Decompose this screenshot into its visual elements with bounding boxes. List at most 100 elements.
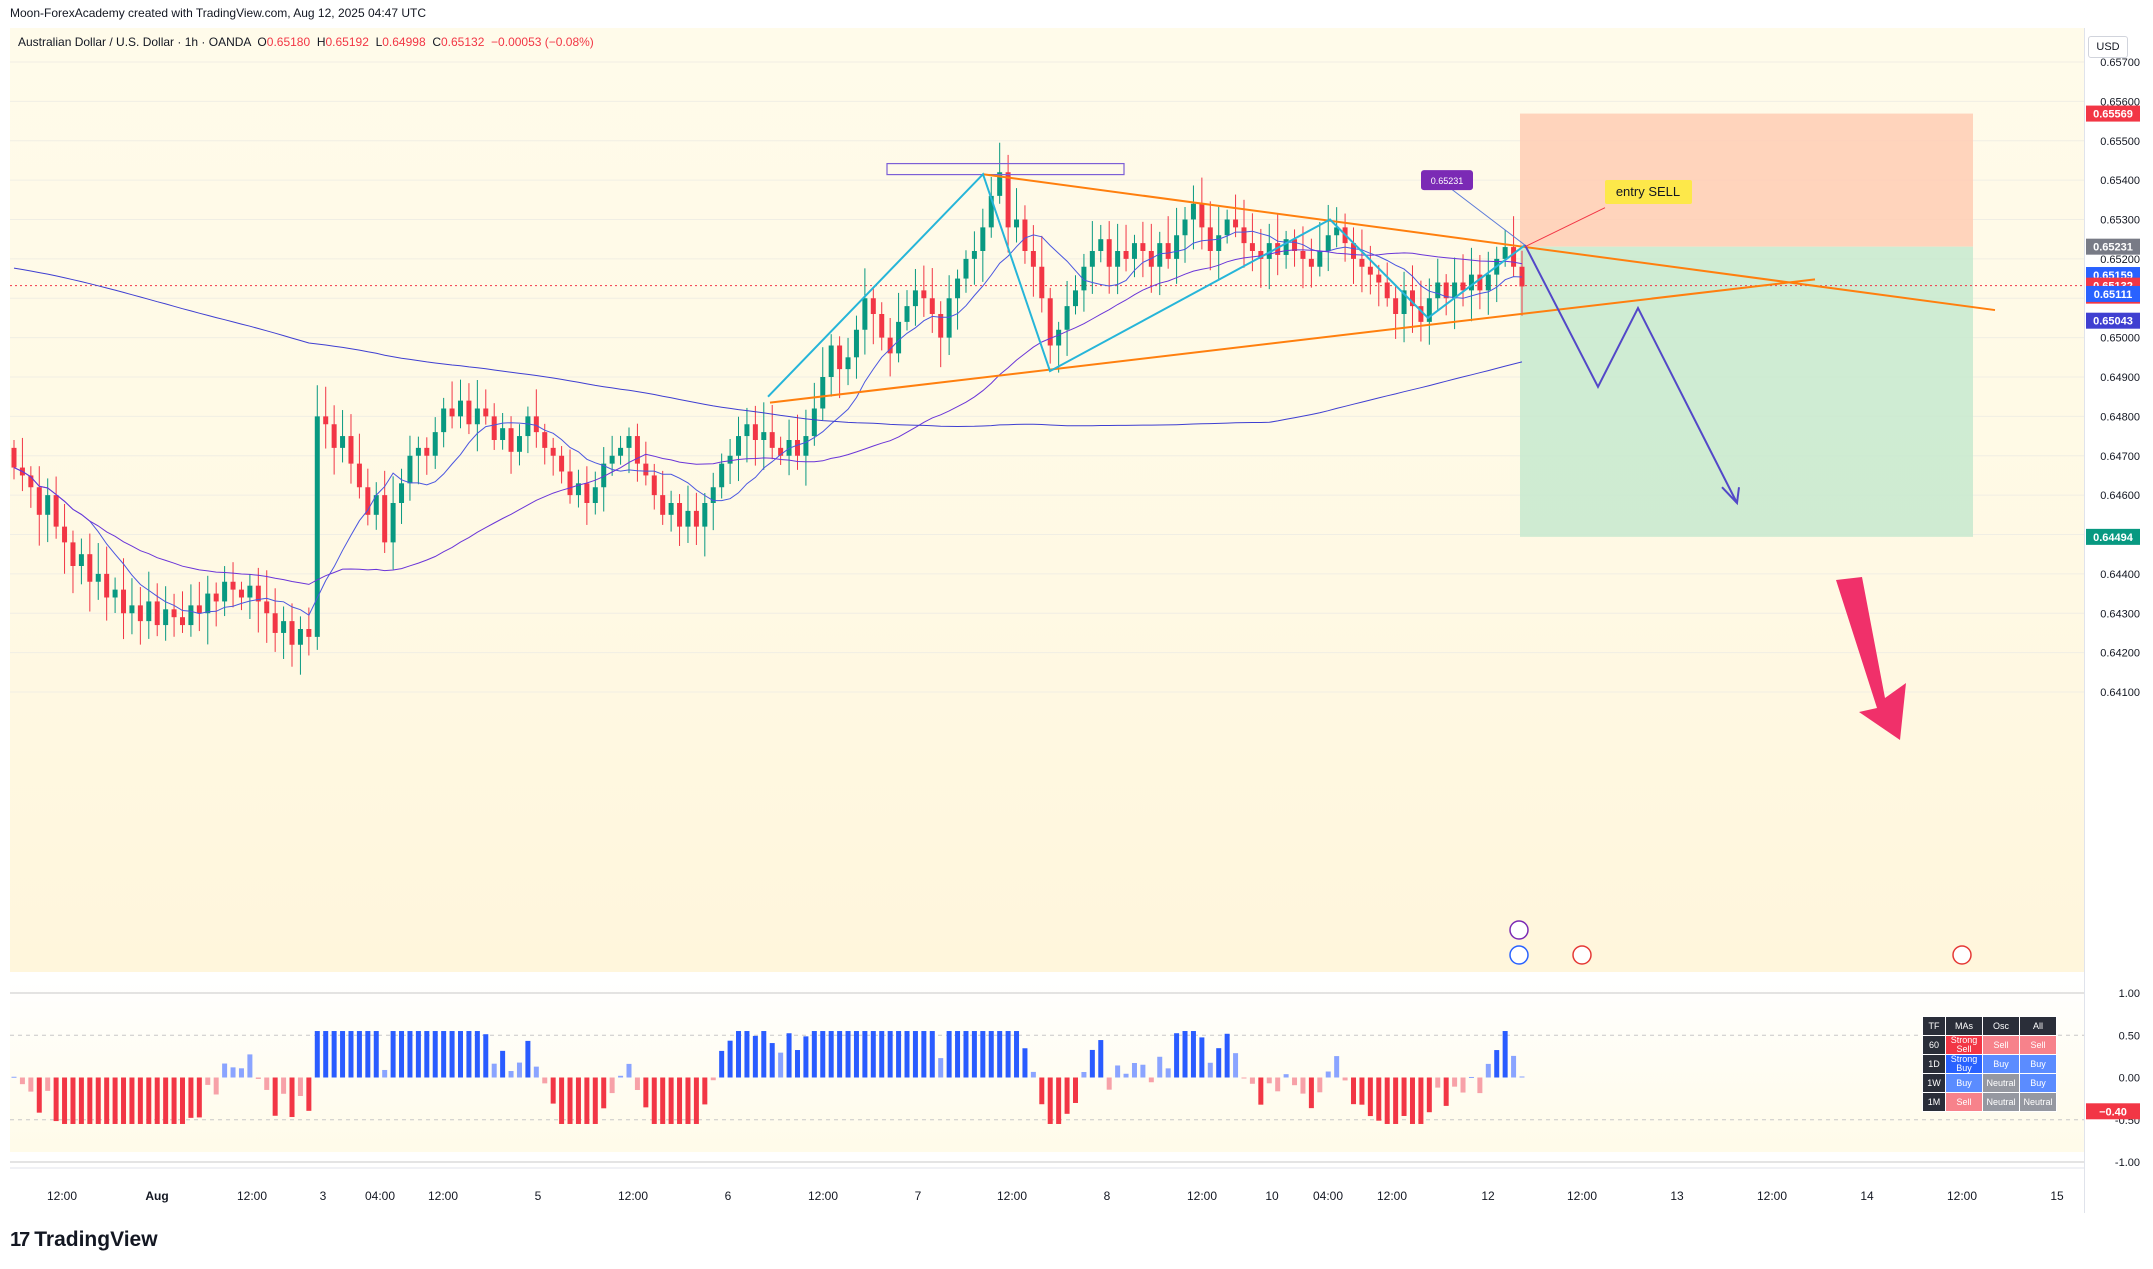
projection-path: [1524, 244, 1738, 504]
candle-body: [1460, 282, 1466, 291]
candle-body: [862, 298, 868, 330]
candle-body: [1418, 306, 1424, 322]
oscillator-bar: [592, 1077, 598, 1124]
oscillator-bar: [441, 1031, 447, 1078]
oscillator-bar: [963, 1031, 969, 1078]
candle-body: [483, 408, 489, 417]
price-label: 0.65111: [2094, 289, 2133, 301]
oscillator-bar: [458, 1031, 464, 1078]
oscillator-bar: [1443, 1077, 1449, 1106]
candle-body: [1089, 251, 1095, 267]
candle-body: [794, 440, 800, 456]
oscillator-bar: [407, 1031, 413, 1078]
x-tick-label: 12:00: [47, 1189, 77, 1203]
economic-event-icon: [1572, 945, 1592, 965]
oscillator-bar: [1140, 1064, 1146, 1078]
ratings-cell: Neutral: [2019, 1092, 2057, 1112]
candle-body: [618, 447, 624, 456]
ratings-header-mas: MAs: [1945, 1016, 1983, 1036]
candle-body: [1030, 251, 1036, 267]
oscillator-bar: [929, 1031, 935, 1078]
oscillator-bar: [887, 1031, 893, 1078]
oscillator-bar: [1266, 1077, 1272, 1084]
oscillator-bar: [853, 1031, 859, 1078]
candle-body: [1443, 282, 1449, 299]
candle-body: [1409, 290, 1415, 307]
oscillator-bar: [618, 1075, 624, 1078]
oscillator-bar: [516, 1062, 522, 1078]
oscillator-bar: [1300, 1077, 1306, 1094]
x-tick-label: 8: [1104, 1189, 1111, 1203]
currency-button[interactable]: USD: [2088, 36, 2128, 58]
oscillator-bar: [424, 1031, 430, 1078]
oscillator-bar: [281, 1077, 287, 1094]
candle-body: [1275, 243, 1281, 255]
oscillator-bar: [314, 1031, 320, 1078]
candle-body: [1426, 298, 1432, 322]
candle-body: [929, 298, 935, 314]
candle-body: [1081, 266, 1087, 291]
oscillator-bar: [1494, 1050, 1500, 1078]
candle-body: [146, 601, 152, 622]
candle-body: [710, 487, 716, 503]
oscillator-bar: [879, 1031, 885, 1078]
candle-body: [390, 503, 396, 543]
candle-body: [121, 589, 127, 614]
close-value: 0.65132: [440, 35, 485, 49]
resistance-box: [886, 162, 1125, 176]
chart-credit: Moon-ForexAcademy created with TradingVi…: [10, 6, 426, 20]
oscillator-bar: [1275, 1077, 1281, 1092]
candle-body: [238, 589, 244, 598]
candle-body: [28, 475, 34, 488]
candle-body: [736, 436, 742, 456]
zigzag-pattern: [767, 172, 1526, 398]
oscillator-bar: [1022, 1048, 1028, 1078]
oscillator-bar: [196, 1077, 202, 1118]
price-label-bg: [2086, 528, 2140, 545]
y-tick-label: 0.65500: [2100, 136, 2140, 148]
candle-body: [837, 345, 843, 370]
oscillator-bar: [323, 1031, 329, 1078]
oscillator-pane[interactable]: [10, 972, 2084, 1152]
candle-body: [609, 455, 615, 464]
oscillator-bar: [752, 1035, 758, 1078]
oscillator-bar: [1131, 1062, 1137, 1078]
candle-body: [550, 447, 556, 456]
ratings-cell: Buy: [2019, 1073, 2057, 1093]
oscillator-bar: [1014, 1031, 1020, 1078]
candle-body: [53, 495, 59, 527]
oscillator-bar: [1081, 1072, 1087, 1078]
oscillator-bar: [946, 1031, 952, 1078]
oscillator-bar: [1292, 1077, 1298, 1086]
y-tick-label: 0.65400: [2100, 175, 2140, 187]
candle-body: [1190, 203, 1196, 220]
oscillator-bar: [1367, 1077, 1373, 1117]
candle-body: [677, 503, 683, 527]
candle-body: [1384, 282, 1390, 299]
oscillator-bar: [1468, 1076, 1474, 1078]
tradingview-brand[interactable]: 17 TradingView: [10, 1228, 158, 1252]
candle-body: [1106, 239, 1112, 267]
candle-body: [879, 314, 885, 338]
candle-body: [163, 609, 169, 626]
candle-body: [1131, 243, 1137, 259]
oscillator-bar: [1502, 1031, 1508, 1078]
ratings-header-osc: Osc: [1982, 1016, 2020, 1036]
projection-arrowhead: [1721, 486, 1740, 506]
oscillator-bar: [230, 1067, 236, 1078]
oscillator-bar: [1098, 1040, 1104, 1078]
price-axis[interactable]: [2084, 28, 2153, 1213]
oscillator-bar: [62, 1077, 68, 1124]
candle-body: [179, 617, 185, 626]
oscillator-bar: [340, 1031, 346, 1078]
oscillator-bar: [896, 1031, 902, 1078]
candle-body: [769, 432, 775, 448]
oscillator-bar: [778, 1052, 784, 1078]
ma-slow-line: [13, 267, 1523, 428]
peak-tag-connector: [1449, 187, 1526, 246]
candle-body: [1468, 274, 1474, 291]
candle-body: [1022, 219, 1028, 251]
oscillator-bar: [601, 1077, 607, 1109]
oscillator-bar: [1435, 1077, 1441, 1088]
